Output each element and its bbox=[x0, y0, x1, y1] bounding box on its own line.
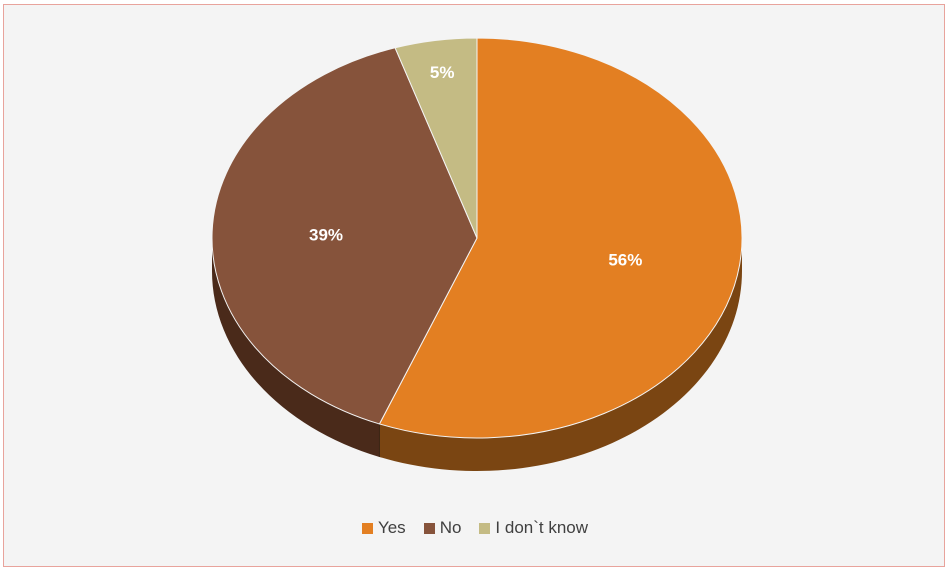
data-label-dont-know: 5% bbox=[430, 63, 455, 82]
legend-item-yes: Yes bbox=[361, 518, 406, 538]
pie-slices bbox=[211, 37, 743, 439]
legend-label-dont-know: I don`t know bbox=[495, 518, 589, 537]
legend-swatch-dont-know bbox=[479, 522, 491, 534]
pie-side-yes bbox=[379, 238, 742, 471]
legend-item-no: No bbox=[423, 518, 462, 538]
data-label-no: 39% bbox=[309, 225, 343, 244]
legend-swatch-yes bbox=[361, 522, 373, 534]
pie-slice-no bbox=[211, 47, 478, 425]
pie-data-labels: 56% 39% 5% bbox=[309, 63, 642, 269]
legend-label-no: No bbox=[439, 518, 462, 537]
legend-item-dont-know: I don`t know bbox=[479, 518, 588, 538]
pie-slice-dont-know bbox=[394, 37, 478, 239]
legend-label-yes: Yes bbox=[377, 518, 406, 537]
pie-sides bbox=[211, 238, 742, 471]
pie-slice-yes bbox=[378, 37, 743, 439]
legend-swatch-no bbox=[423, 522, 435, 534]
data-label-yes: 56% bbox=[608, 250, 642, 269]
pie-side-no bbox=[211, 238, 380, 457]
legend: Yes No I don`t know bbox=[0, 518, 950, 538]
